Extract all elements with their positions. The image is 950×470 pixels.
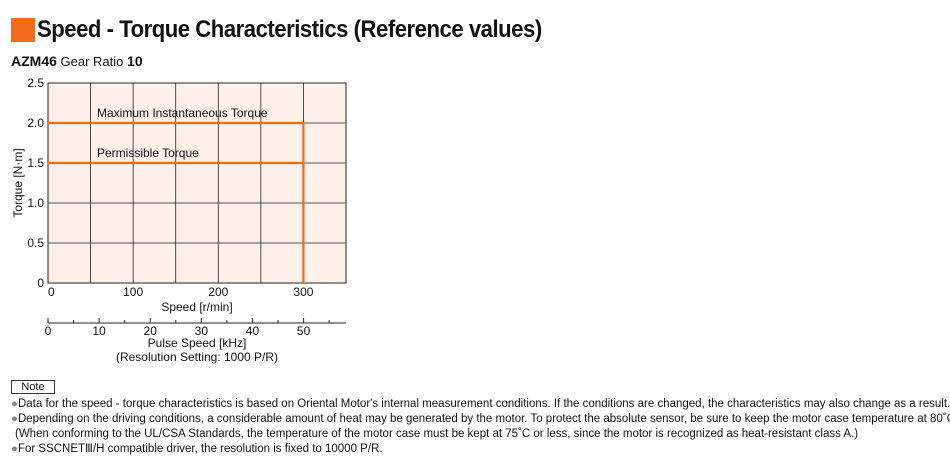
plot-background bbox=[48, 83, 346, 283]
note-item: (When conforming to the UL/CSA Standards… bbox=[11, 427, 946, 442]
pulse-tick-label: 40 bbox=[246, 324, 260, 338]
note-item: ●Data for the speed - torque characteris… bbox=[11, 397, 950, 412]
pulse-axis-label: Pulse Speed [kHz] bbox=[148, 336, 247, 350]
notes-list: ●Data for the speed - torque characteris… bbox=[11, 397, 950, 457]
bullet-icon: ● bbox=[11, 398, 18, 410]
x-tick-label: 300 bbox=[293, 285, 313, 299]
note-text: Depending on the driving conditions, a c… bbox=[17, 413, 950, 425]
y-tick-label: 2.5 bbox=[27, 76, 44, 90]
y-tick-label: 0 bbox=[37, 276, 44, 290]
note-label: Note bbox=[11, 380, 55, 394]
bullet-icon: ● bbox=[11, 443, 18, 455]
chart-subtitle: AZM46 Gear Ratio 10 bbox=[11, 53, 143, 69]
y-tick-label: 0.5 bbox=[27, 236, 44, 250]
note-text: (When conforming to the UL/CSA Standards… bbox=[15, 428, 859, 440]
pulse-tick-label: 20 bbox=[144, 324, 158, 338]
x-axis-label: Speed [r/min] bbox=[161, 300, 232, 314]
series-label-1: Maximum Instantaneous Torque bbox=[97, 106, 268, 120]
x-tick-label: 100 bbox=[123, 285, 143, 299]
pulse-tick-label: 50 bbox=[297, 324, 311, 338]
x-tick-label: 0 bbox=[48, 285, 55, 299]
y-axis-label: Torque [N·m] bbox=[11, 148, 25, 217]
note-item: ●For SSCNETⅢ/H compatible driver, the re… bbox=[11, 442, 946, 457]
page-title: Speed - Torque Characteristics (Referenc… bbox=[11, 14, 586, 46]
x-tick-label: 200 bbox=[208, 285, 228, 299]
plot-frame bbox=[47, 82, 347, 284]
y-tick-label: 1.0 bbox=[27, 196, 44, 210]
note-text: For SSCNETⅢ/H compatible driver, the res… bbox=[17, 443, 383, 455]
y-tick-label: 1.5 bbox=[27, 156, 44, 170]
pulse-tick-label: 30 bbox=[195, 324, 209, 338]
series-line-1 bbox=[48, 121, 305, 283]
note-text: Data for the speed - torque characterist… bbox=[17, 398, 950, 410]
pulse-tick-label: 10 bbox=[92, 324, 106, 338]
series-label-2: Permissible Torque bbox=[97, 146, 199, 160]
title-accent-square bbox=[11, 18, 35, 42]
model-name: AZM46 bbox=[11, 53, 57, 69]
gear-ratio-label: Gear Ratio bbox=[60, 54, 124, 69]
pulse-tick-label: 0 bbox=[45, 324, 52, 338]
y-tick-label: 2.0 bbox=[27, 116, 44, 130]
bullet-icon: ● bbox=[11, 413, 18, 425]
page-title-text: Speed - Torque Characteristics (Referenc… bbox=[37, 16, 542, 43]
pulse-axis-sublabel: (Resolution Setting: 1000 P/R) bbox=[116, 350, 278, 364]
note-item: ●Depending on the driving conditions, a … bbox=[11, 412, 950, 427]
gear-ratio-value: 10 bbox=[127, 53, 143, 69]
